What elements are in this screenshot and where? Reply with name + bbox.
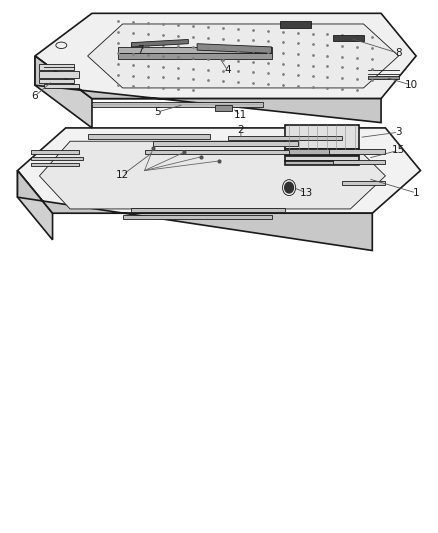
Text: 7: 7	[137, 45, 144, 55]
Text: 12: 12	[116, 170, 129, 180]
Polygon shape	[39, 79, 74, 83]
Polygon shape	[39, 141, 385, 209]
Polygon shape	[333, 35, 364, 41]
Polygon shape	[280, 21, 311, 28]
Polygon shape	[342, 181, 385, 185]
Polygon shape	[31, 163, 79, 166]
Polygon shape	[285, 161, 359, 165]
Polygon shape	[39, 71, 79, 78]
Polygon shape	[39, 64, 74, 70]
Polygon shape	[228, 136, 342, 140]
Polygon shape	[118, 53, 272, 59]
Polygon shape	[31, 150, 79, 154]
Text: 8: 8	[395, 49, 402, 58]
Text: 2: 2	[237, 125, 244, 135]
Polygon shape	[285, 149, 359, 155]
Polygon shape	[35, 56, 381, 123]
Polygon shape	[131, 208, 285, 212]
Polygon shape	[88, 24, 399, 88]
Polygon shape	[131, 39, 188, 47]
Polygon shape	[18, 171, 53, 240]
Text: 13: 13	[300, 188, 313, 198]
Polygon shape	[145, 150, 289, 154]
Polygon shape	[92, 102, 263, 107]
Text: 4: 4	[224, 66, 231, 75]
Text: 1: 1	[413, 188, 420, 198]
Text: 10: 10	[405, 80, 418, 90]
Polygon shape	[153, 141, 298, 146]
Polygon shape	[118, 47, 272, 53]
Polygon shape	[197, 44, 272, 53]
Polygon shape	[88, 134, 210, 139]
Polygon shape	[368, 76, 399, 79]
Polygon shape	[285, 156, 359, 161]
Text: 3: 3	[395, 127, 402, 137]
Polygon shape	[328, 149, 385, 154]
Polygon shape	[35, 13, 416, 99]
Polygon shape	[35, 56, 92, 128]
Polygon shape	[333, 160, 385, 164]
Text: 15: 15	[392, 146, 405, 155]
Polygon shape	[285, 125, 359, 149]
Circle shape	[285, 182, 293, 193]
Polygon shape	[44, 84, 79, 88]
Text: 11: 11	[234, 110, 247, 120]
Polygon shape	[123, 215, 272, 219]
Polygon shape	[215, 105, 232, 111]
Text: 6: 6	[32, 91, 39, 101]
Text: 5: 5	[154, 107, 161, 117]
Polygon shape	[18, 171, 372, 251]
Polygon shape	[18, 128, 420, 213]
Polygon shape	[31, 157, 83, 160]
